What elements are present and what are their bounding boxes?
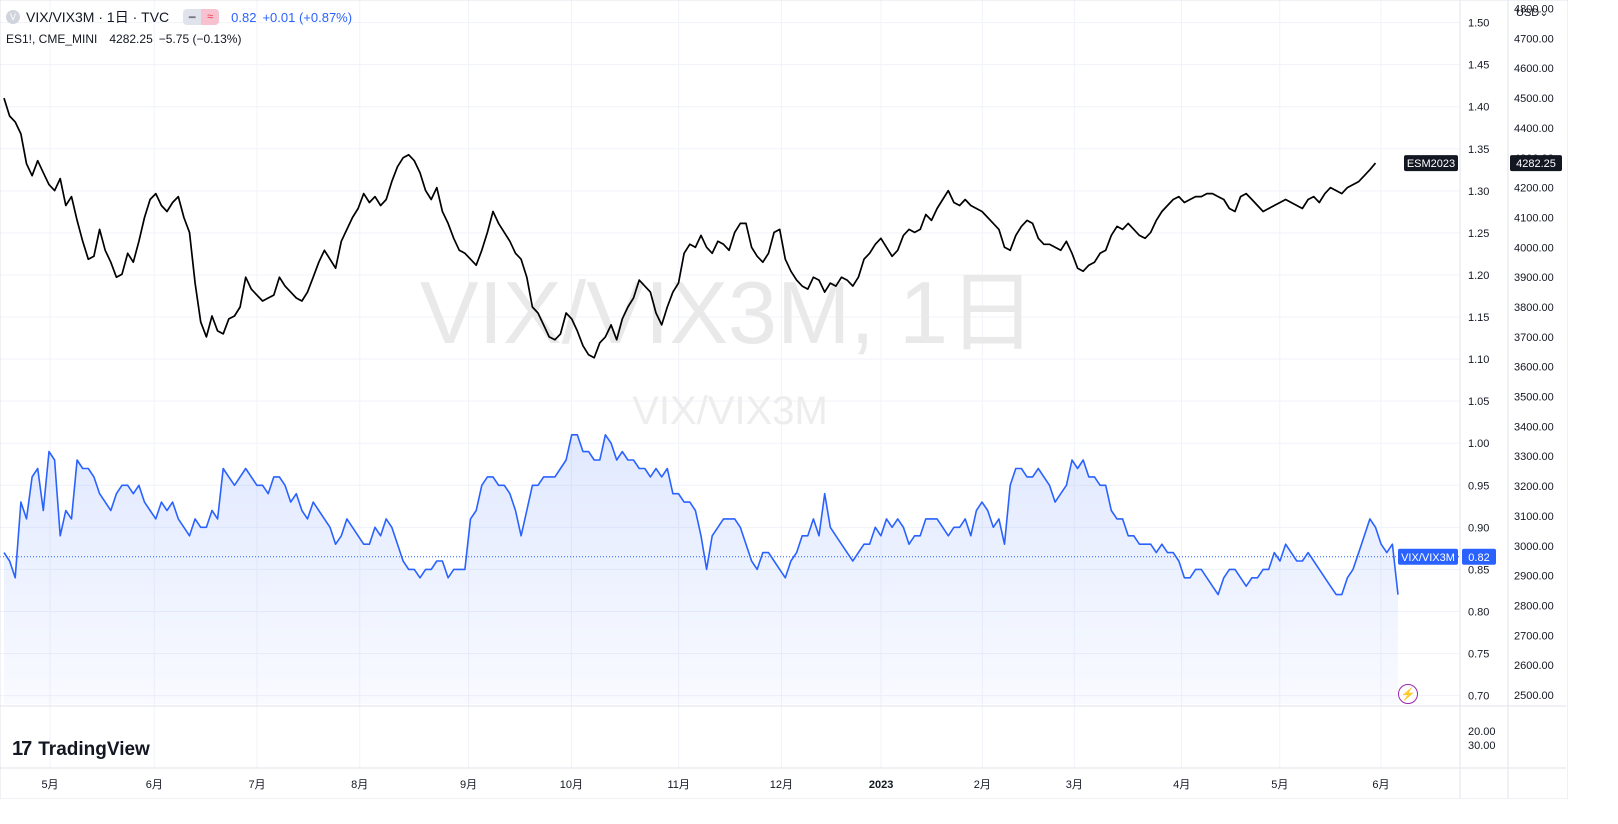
vix-axis-tick-label: 1.30: [1468, 186, 1489, 198]
es-axis-tick-label: 4000.00: [1514, 242, 1554, 254]
axes-layer: 1.50 1.45 1.40 1.35 1.30 1.25 1.20 1.15 1.10 1.05…: [0, 0, 1568, 799]
es-axis-tick-label: 4800.00: [1514, 4, 1554, 16]
legend: V VIX/VIX3M · 1日 · TVC ━ ≈ 0.82 +0.01 (+…: [6, 6, 352, 50]
time-axis-tick-label: 8月: [351, 779, 368, 791]
es-axis-tick-label: 3600.00: [1514, 362, 1554, 374]
legend-compare-symbol[interactable]: ES1!, CME_MINI: [6, 32, 98, 46]
time-axis-tick-label: 7月: [248, 779, 265, 791]
es-axis-tick-label: 3900.00: [1514, 272, 1554, 284]
es-axis-tick-label: 3300.00: [1514, 451, 1554, 463]
series-layer: [0, 97, 1460, 704]
es-series-line[interactable]: [3, 97, 1377, 359]
es-axis-tick-label: 3800.00: [1514, 302, 1554, 314]
legend-main-symbol[interactable]: VIX/VIX3M · 1日 · TVC: [26, 9, 170, 25]
es-axis-tick-label: 2600.00: [1514, 660, 1554, 672]
es-axis-tick-label: 2500.00: [1514, 690, 1554, 702]
vix-axis-tick-label: 1.45: [1468, 60, 1489, 72]
es-axis-tick-label: 3400.00: [1514, 421, 1554, 433]
legend-compare-row[interactable]: ES1!, CME_MINI 4282.25 −5.75 (−0.13%): [6, 28, 352, 50]
tradingview-logo[interactable]: 17 TradingView: [12, 738, 150, 761]
es-axis-tick-label: 4600.00: [1514, 63, 1554, 75]
time-axis-tick-label: 9月: [460, 779, 477, 791]
time-axis-tick-label: 3月: [1066, 779, 1083, 791]
symbol-circle-icon: V: [6, 10, 20, 24]
time-axis-tick-label: 10月: [560, 779, 583, 791]
es-last-price-tag: 4282.25: [1516, 158, 1556, 170]
es-name-tag-bg: [1404, 155, 1458, 172]
vix-axis-tick-label: 1.25: [1468, 228, 1489, 240]
time-axis-tick-label: 2023: [869, 779, 893, 791]
vix-axis-tick-label: 1.10: [1468, 354, 1489, 366]
chart-canvas[interactable]: VIX/VIX3M, 1日 VIX/VIX3M 1.50 1.45 1.40 1.35…: [0, 0, 1568, 799]
vix-name-tag: VIX/VIX3M: [1401, 552, 1455, 564]
vix-axis-tick-label: 1.35: [1468, 144, 1489, 156]
time-axis-tick-label: 6月: [1372, 779, 1389, 791]
vix-axis-tick-label: 1.00: [1468, 438, 1489, 450]
es-axis-tick-label: 3500.00: [1514, 392, 1554, 404]
vix-last-price-tag: 0.82: [1468, 552, 1489, 564]
legend-compare-change: −5.75 (−0.13%): [158, 32, 242, 46]
sub-pane-tick-label: 30.00: [1468, 740, 1496, 752]
es-axis-tick-label: 2900.00: [1514, 571, 1554, 583]
approx-icon[interactable]: ≈: [201, 9, 220, 25]
vix-last-price-tag-bg: [1462, 548, 1496, 565]
tradingview-mark-icon: 17: [12, 738, 32, 760]
legend-compare-last: 4282.25: [109, 32, 153, 46]
es-axis-tick-label: 3100.00: [1514, 511, 1554, 523]
time-axis-tick-label: 4月: [1173, 779, 1190, 791]
legend-toggle-pill[interactable]: ━ ≈: [183, 9, 220, 25]
vix-axis-tick-label: 0.85: [1468, 564, 1489, 576]
currency-label: USD: [1516, 7, 1540, 19]
es-axis-tick-label: 3000.00: [1514, 541, 1554, 553]
currency-selector[interactable]: USD⌄: [1516, 6, 1548, 19]
time-axis-tick-label: 11月: [667, 779, 689, 791]
es-axis-tick-label: 4700.00: [1514, 33, 1554, 45]
time-axis-tick-label: 2月: [974, 779, 991, 791]
chart-area[interactable]: VIX/VIX3M, 1日 VIX/VIX3M 1.50 1.45 1.40 1.35…: [0, 0, 1568, 799]
lightning-icon[interactable]: ⚡: [1398, 684, 1418, 704]
vix-axis-tick-label: 0.80: [1468, 606, 1489, 618]
es-axis-tick-label: 2800.00: [1514, 600, 1554, 612]
es-axis-tick-label: 4400.00: [1514, 123, 1554, 135]
es-axis-tick-label: 2700.00: [1514, 630, 1554, 642]
watermark-large: VIX/VIX3M, 1日: [420, 263, 1036, 362]
tradingview-wordmark: TradingView: [38, 738, 150, 760]
legend-main-row[interactable]: V VIX/VIX3M · 1日 · TVC ━ ≈ 0.82 +0.01 (+…: [6, 6, 352, 28]
vix-axis-tick-label: 1.40: [1468, 102, 1489, 114]
vix-axis-tick-label: 0.75: [1468, 649, 1489, 661]
watermark-small: VIX/VIX3M: [632, 389, 828, 433]
legend-main-change: +0.01 (+0.87%): [262, 9, 353, 25]
es-axis-tick-label: 3200.00: [1514, 481, 1554, 493]
chevron-down-icon: ⌄: [1539, 7, 1549, 19]
vix-series-line[interactable]: [3, 434, 1399, 596]
es-axis-tick-label: 4200.00: [1514, 183, 1554, 195]
vix-axis-tick-label: 0.95: [1468, 480, 1489, 492]
time-axis-tick-label: 5月: [41, 779, 58, 791]
time-axis-tick-label: 12月: [770, 779, 793, 791]
vix-axis-tick-label: 1.15: [1468, 312, 1489, 324]
es-axis-tick-label: 4100.00: [1514, 212, 1554, 224]
es-axis-tick-label: 4500.00: [1514, 93, 1554, 105]
es-last-price-tag-bg: [1510, 155, 1562, 172]
time-axis-tick-label: 6月: [146, 779, 163, 791]
legend-main-last: 0.82: [231, 9, 257, 25]
vix-name-tag-bg: [1398, 548, 1458, 565]
sub-pane-tick-label: 20.00: [1468, 726, 1496, 738]
vix-axis-tick-label: 1.05: [1468, 396, 1489, 408]
minus-icon[interactable]: ━: [183, 9, 202, 25]
vix-axis-tick-label: 0.90: [1468, 522, 1489, 534]
es-name-tag: ESM2023: [1407, 158, 1455, 170]
vix-area-fill: [4, 434, 1398, 704]
es-axis-tick-label: 3700.00: [1514, 332, 1554, 344]
vix-axis-tick-label: 1.50: [1468, 18, 1489, 30]
vix-axis-tick-label: 0.70: [1468, 691, 1489, 703]
vix-axis-tick-label: 1.20: [1468, 270, 1489, 282]
time-axis-tick-label: 5月: [1271, 779, 1288, 791]
